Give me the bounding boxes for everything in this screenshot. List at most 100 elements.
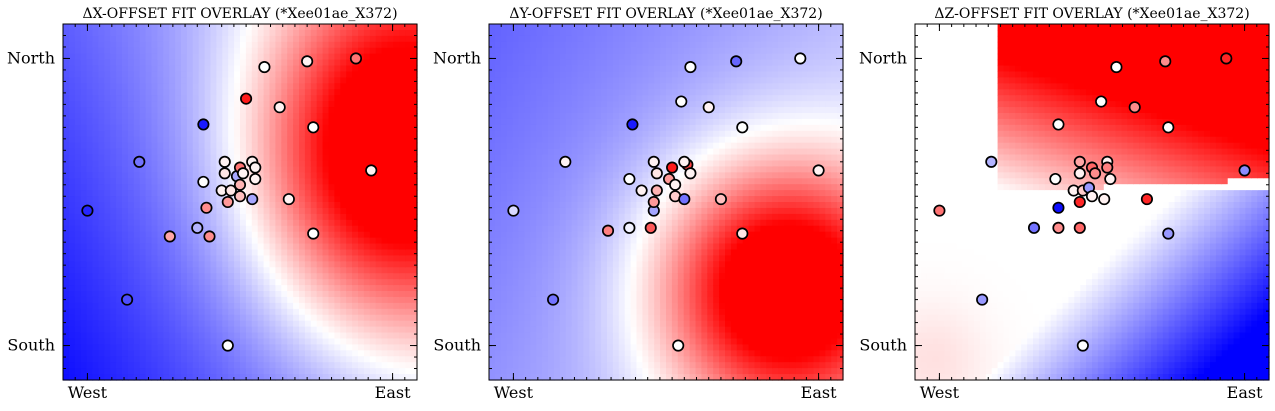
scatter-point	[794, 52, 807, 65]
scatter-point	[221, 339, 234, 352]
scatter-point	[233, 178, 247, 191]
x-tick-label: East	[1227, 383, 1263, 402]
scatter-point	[1162, 227, 1175, 240]
scatter-point	[218, 167, 231, 180]
scatter-point	[1159, 55, 1172, 68]
scatter-point	[273, 101, 286, 114]
scatter-point	[1052, 221, 1065, 234]
scatter-point	[623, 172, 636, 186]
scatter-point	[1140, 193, 1153, 206]
scatter-series	[81, 52, 378, 352]
scatter-point	[736, 227, 749, 240]
y-tick-label: South	[433, 336, 481, 355]
scatter-point	[282, 193, 295, 206]
minor-ticks	[488, 23, 844, 381]
scatter-point	[678, 155, 691, 168]
x-tick-label: West	[68, 383, 108, 402]
scatter-point	[81, 204, 94, 217]
scatter-point	[976, 293, 989, 306]
scatter-point	[1098, 193, 1111, 206]
scatter-point	[1104, 172, 1117, 186]
panel-dx-offset: ΔX-OFFSET FIT OVERLAY (*Xee01ae_X372) We…	[7, 6, 418, 402]
scatter-point	[1089, 167, 1102, 180]
scatter-point	[666, 161, 679, 174]
scatter-point	[307, 121, 320, 134]
scatter-point	[121, 293, 134, 306]
x-tick-label: West	[494, 383, 534, 402]
scatter-point	[1052, 201, 1065, 214]
scatter-point	[197, 118, 210, 131]
scatter-point	[200, 201, 213, 214]
x-tick-label: East	[801, 383, 837, 402]
scatter-point	[672, 339, 685, 352]
field-heatmap	[915, 24, 1270, 381]
scatter-point	[258, 61, 271, 74]
axes-frame	[914, 23, 1270, 381]
scatter-point	[365, 164, 378, 177]
scatter-point	[203, 230, 216, 243]
scatter-point	[547, 293, 560, 306]
scatter-point	[730, 55, 743, 68]
scatter-point	[1220, 52, 1233, 65]
scatter-point	[349, 52, 363, 65]
scatter-point	[559, 155, 572, 168]
scatter-point	[249, 161, 262, 174]
panel-title: ΔZ-OFFSET FIT OVERLAY (*Xee01ae_X372)	[934, 6, 1249, 22]
axes-frame	[488, 23, 844, 381]
scatter-point	[1076, 339, 1089, 352]
scatter-point	[224, 184, 237, 197]
scatter-point	[1095, 95, 1108, 108]
scatter-point	[221, 195, 234, 209]
scatter-point	[301, 55, 314, 68]
x-tick-label: East	[375, 383, 411, 402]
scatter-point	[1128, 101, 1141, 114]
scatter-point	[647, 195, 660, 209]
scatter-point	[684, 61, 697, 74]
scatter-point	[197, 175, 210, 188]
scatter-point	[1085, 190, 1099, 203]
scatter-point	[191, 221, 204, 234]
scatter-point	[626, 118, 639, 131]
scatter-point	[669, 178, 682, 191]
scatter-point	[1073, 167, 1086, 180]
scatter-point	[237, 167, 250, 180]
scatter-point	[1073, 221, 1086, 234]
scatter-point	[507, 204, 520, 217]
scatter-point	[678, 193, 691, 206]
scatter-point	[635, 184, 648, 197]
y-tick-label: South	[859, 336, 907, 355]
scatter-point	[1027, 221, 1041, 234]
scatter-point	[736, 121, 749, 134]
scatter-point	[1110, 61, 1123, 74]
panel-title: ΔX-OFFSET FIT OVERLAY (*Xee01ae_X372)	[82, 6, 397, 22]
scatter-point	[933, 204, 946, 217]
field-heatmap	[489, 24, 844, 381]
scatter-point	[240, 92, 253, 105]
panel-dy-offset: ΔY-OFFSET FIT OVERLAY (*Xee01ae_X372) We…	[433, 6, 844, 402]
scatter-point	[133, 155, 146, 168]
panel-title: ΔY-OFFSET FIT OVERLAY (*Xee01ae_X372)	[509, 6, 822, 22]
scatter-point	[650, 184, 663, 197]
scatter-point	[233, 190, 247, 203]
panel-dz-offset: ΔZ-OFFSET FIT OVERLAY (*Xee01ae_X372) We…	[859, 6, 1270, 402]
scatter-point	[249, 172, 262, 186]
scatter-point	[1101, 161, 1114, 174]
scatter-point	[985, 155, 998, 168]
scatter-point	[246, 193, 259, 206]
y-tick-label: North	[859, 48, 907, 67]
scatter-point	[1052, 118, 1065, 131]
scatter-point	[601, 224, 615, 237]
scatter-point	[1049, 172, 1062, 186]
scatter-point	[163, 230, 176, 243]
scatter-series	[507, 52, 825, 352]
minor-ticks	[914, 23, 1270, 381]
scatter-point	[218, 155, 231, 168]
scatter-point	[1073, 155, 1086, 168]
scatter-series	[933, 52, 1251, 352]
scatter-point	[702, 101, 715, 114]
scatter-point	[623, 221, 636, 234]
y-tick-label: North	[433, 48, 481, 67]
scatter-point	[650, 167, 663, 180]
y-tick-label: South	[7, 336, 55, 355]
